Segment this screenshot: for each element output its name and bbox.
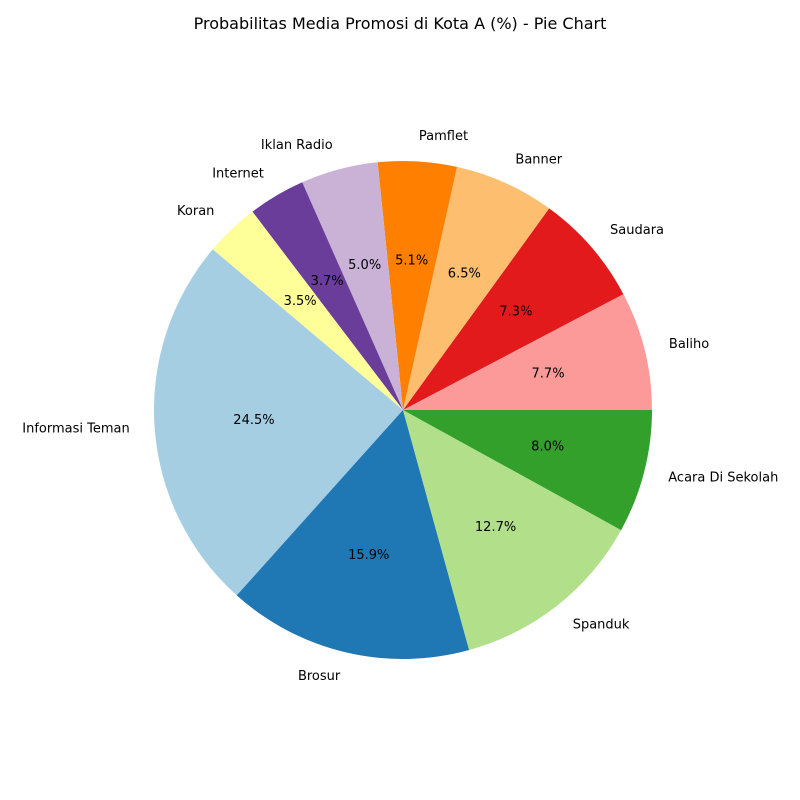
pct-label-baliho: 7.7% <box>532 367 565 382</box>
slice-label-internet: Internet <box>212 167 264 182</box>
pct-label-pamflet: 5.1% <box>395 253 428 268</box>
slice-label-informasi-teman: Informasi Teman <box>22 421 129 436</box>
pct-label-spanduk: 12.7% <box>475 520 516 535</box>
pie-slice-saudara <box>403 208 624 410</box>
slice-label-spanduk: Spanduk <box>573 617 630 632</box>
pie-slice-spanduk <box>403 410 622 651</box>
pct-label-brosur: 15.9% <box>348 548 389 563</box>
pct-label-iklan-radio: 5.0% <box>348 258 381 273</box>
pct-label-internet: 3.7% <box>311 274 344 289</box>
pct-label-acara-di-sekolah: 8.0% <box>531 440 564 455</box>
pie-slice-acara-di-sekolah <box>403 410 652 531</box>
pie-slice-internet <box>252 182 403 410</box>
pie-slice-informasi-teman <box>153 249 403 596</box>
slice-label-banner: Banner <box>515 153 562 168</box>
pie-slice-koran <box>212 211 403 410</box>
slice-label-brosur: Brosur <box>298 669 341 684</box>
pct-label-informasi-teman: 24.5% <box>233 413 274 428</box>
slice-label-iklan-radio: Iklan Radio <box>261 138 333 153</box>
slice-label-baliho: Baliho <box>669 337 709 352</box>
pie-slice-baliho <box>403 294 652 410</box>
slice-label-acara-di-sekolah: Acara Di Sekolah <box>668 471 778 486</box>
pie-slice-banner <box>403 166 550 410</box>
slice-label-saudara: Saudara <box>610 223 664 238</box>
pie-slice-pamflet <box>377 161 457 410</box>
pie-slice-brosur <box>236 410 470 659</box>
pct-label-saudara: 7.3% <box>499 305 532 320</box>
pct-label-koran: 3.5% <box>284 294 317 309</box>
slice-label-pamflet: Pamflet <box>419 129 468 144</box>
chart-title: Probabilitas Media Promosi di Kota A (%)… <box>193 14 607 33</box>
pie-slice-iklan-radio <box>302 162 403 410</box>
slice-label-koran: Koran <box>177 204 214 219</box>
pct-label-banner: 6.5% <box>448 266 481 281</box>
